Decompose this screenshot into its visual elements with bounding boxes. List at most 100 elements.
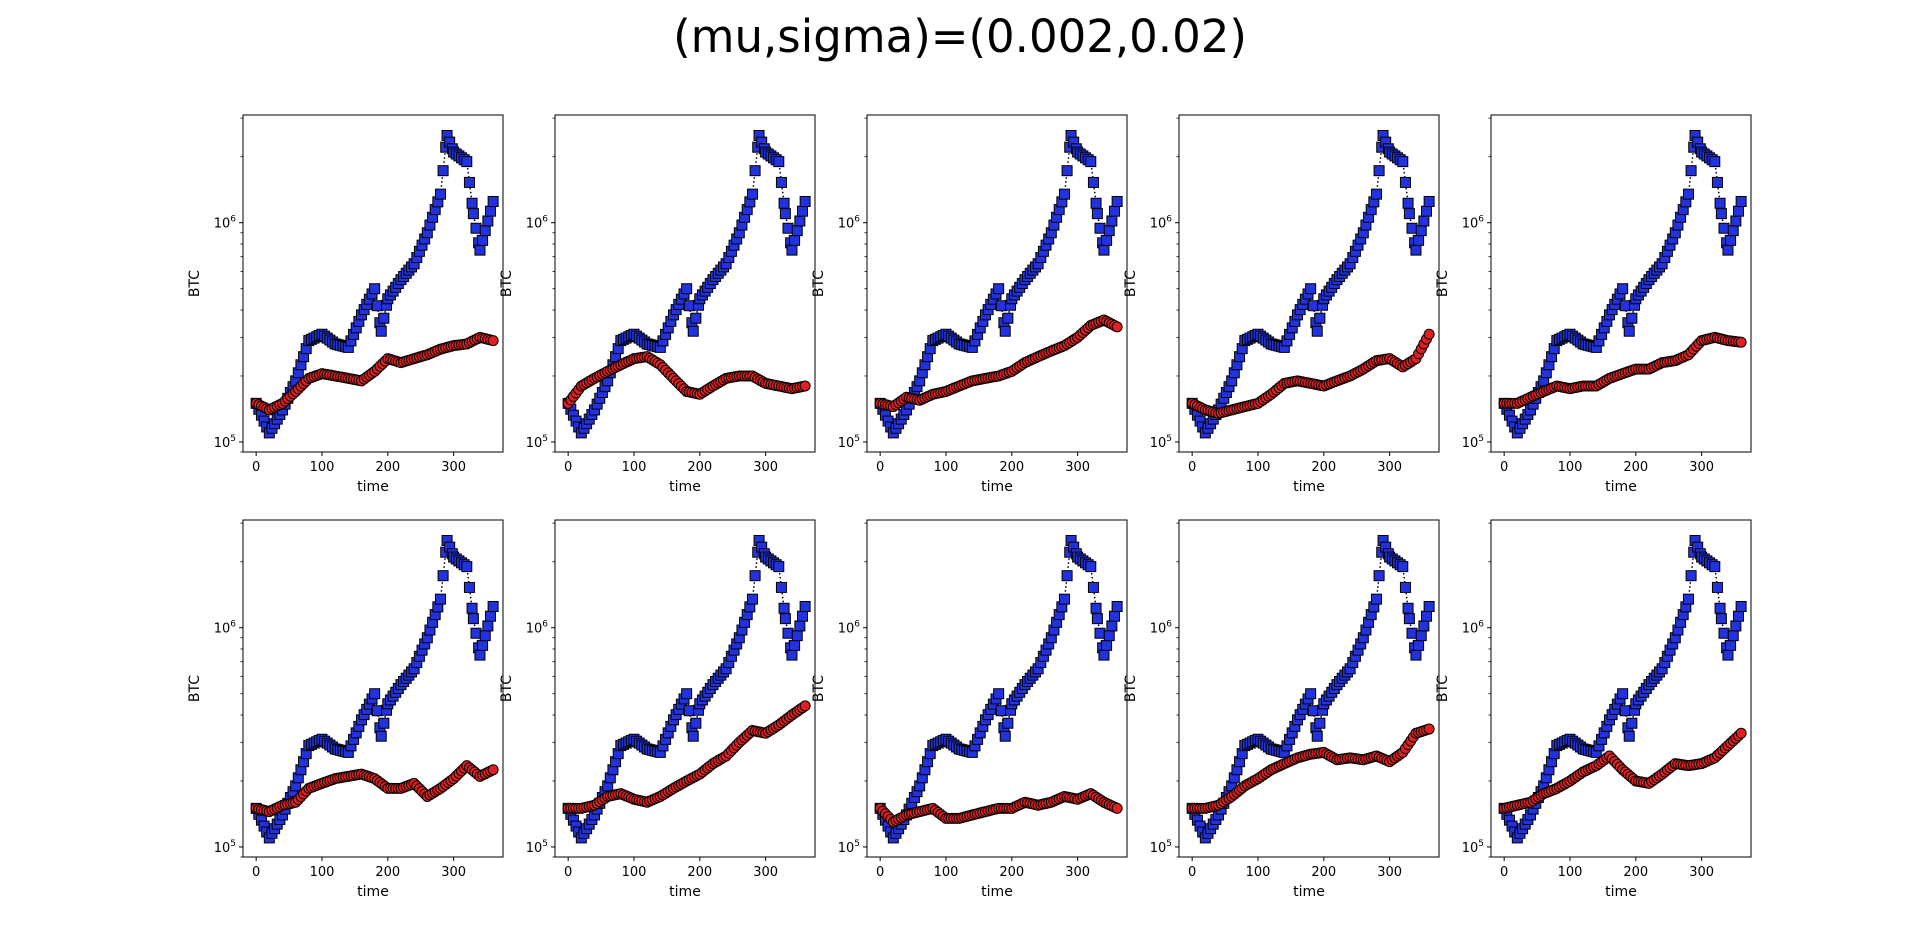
axes-frame xyxy=(1178,114,1440,453)
reference-point xyxy=(434,593,446,605)
reference-point xyxy=(487,600,499,612)
reference-point xyxy=(1403,613,1415,625)
plot-area xyxy=(250,129,499,439)
reference-point xyxy=(482,215,494,227)
reference-point xyxy=(999,730,1011,742)
plot-area xyxy=(874,129,1123,439)
x-tick-label: 100 xyxy=(622,460,647,475)
reference-point xyxy=(773,561,785,573)
reference-point xyxy=(690,717,702,729)
reference-point xyxy=(995,705,1007,717)
x-tick-label: 0 xyxy=(252,460,260,475)
reference-point xyxy=(1626,312,1638,324)
subplot-1: 0 100 200 300 105 106 time BTC xyxy=(187,114,504,495)
x-tick-label: 0 xyxy=(564,460,572,475)
reference-point xyxy=(1725,234,1737,246)
reference-point xyxy=(778,602,790,614)
reference-point xyxy=(1617,283,1629,295)
reference-point xyxy=(786,244,798,256)
reference-point xyxy=(1305,283,1317,295)
plot-area xyxy=(874,534,1123,844)
x-tick-label: 200 xyxy=(1623,460,1648,475)
subplot-3: 0 100 200 300 105 106 time BTC xyxy=(811,114,1128,495)
reference-point xyxy=(779,613,791,625)
reference-point xyxy=(1085,156,1097,168)
reference-point xyxy=(1415,225,1427,237)
subplot-7: 0 100 200 300 105 106 time BTC xyxy=(499,519,816,900)
reference-point xyxy=(796,610,808,622)
reference-point xyxy=(687,730,699,742)
x-tick-label: 200 xyxy=(1623,865,1648,880)
reference-point xyxy=(1423,600,1435,612)
simulated-point xyxy=(487,764,499,776)
reference-point xyxy=(1373,165,1385,177)
reference-point xyxy=(479,225,491,237)
x-axis-label: time xyxy=(1605,884,1637,900)
reference-point xyxy=(1061,165,1073,177)
y-axis-label: BTC xyxy=(1123,270,1139,297)
reference-point xyxy=(375,730,387,742)
reference-point xyxy=(1402,197,1414,209)
y-tick-label: 106 xyxy=(1462,215,1485,232)
reference-point xyxy=(1101,639,1113,651)
x-tick-label: 200 xyxy=(375,460,400,475)
reference-point xyxy=(477,639,489,651)
subplot-9: 0 100 200 300 105 106 time BTC xyxy=(1123,519,1440,900)
reference-point xyxy=(484,205,496,217)
y-axis-label: BTC xyxy=(811,675,827,702)
x-tick-label: 0 xyxy=(1188,460,1196,475)
x-axis-label: time xyxy=(981,479,1013,495)
reference-point xyxy=(799,195,811,207)
reference-point xyxy=(1735,600,1747,612)
y-axis-label: BTC xyxy=(1435,675,1451,702)
figure-title: (mu,sigma)=(0.002,0.02) xyxy=(673,10,1247,63)
x-tick-label: 100 xyxy=(310,865,335,880)
reference-point xyxy=(786,649,798,661)
x-tick-label: 100 xyxy=(934,460,959,475)
reference-point xyxy=(482,620,494,632)
simulated-point xyxy=(799,380,811,392)
reference-point xyxy=(1714,602,1726,614)
reference-point xyxy=(375,325,387,337)
reference-point xyxy=(995,300,1007,312)
reference-point xyxy=(1402,602,1414,614)
simulated-point xyxy=(1111,802,1123,814)
reference-point xyxy=(1370,188,1382,200)
reference-point xyxy=(1725,639,1737,651)
reference-point xyxy=(1711,581,1723,593)
y-tick-label: 106 xyxy=(838,620,861,637)
x-tick-label: 0 xyxy=(252,865,260,880)
reference-point xyxy=(1399,176,1411,188)
reference-point xyxy=(466,197,478,209)
reference-point xyxy=(1722,649,1734,661)
x-tick-label: 100 xyxy=(1558,460,1583,475)
plot-area xyxy=(1498,129,1747,439)
axes-frame xyxy=(554,519,816,858)
x-axis-label: time xyxy=(1293,479,1325,495)
reference-point xyxy=(474,244,486,256)
x-axis-label: time xyxy=(669,884,701,900)
plot-area xyxy=(1498,534,1747,844)
reference-point xyxy=(1410,649,1422,661)
reference-point xyxy=(1682,188,1694,200)
axes-frame xyxy=(242,114,504,453)
reference-point xyxy=(791,630,803,642)
reference-point xyxy=(1085,561,1097,573)
simulated-point xyxy=(1735,336,1747,348)
plot-area xyxy=(250,534,499,844)
reference-point xyxy=(1103,225,1115,237)
reference-point xyxy=(789,639,801,651)
reference-point xyxy=(1091,208,1103,220)
reference-point xyxy=(461,156,473,168)
reference-point xyxy=(1418,215,1430,227)
plot-area xyxy=(1186,129,1435,439)
reference-point xyxy=(683,300,695,312)
y-tick-label: 105 xyxy=(1150,434,1172,451)
reference-point xyxy=(466,602,478,614)
reference-point xyxy=(1410,244,1422,256)
axes-frame xyxy=(866,519,1128,858)
y-tick-label: 106 xyxy=(214,620,237,637)
reference-point xyxy=(463,581,475,593)
reference-point xyxy=(1415,630,1427,642)
reference-point xyxy=(1623,730,1635,742)
